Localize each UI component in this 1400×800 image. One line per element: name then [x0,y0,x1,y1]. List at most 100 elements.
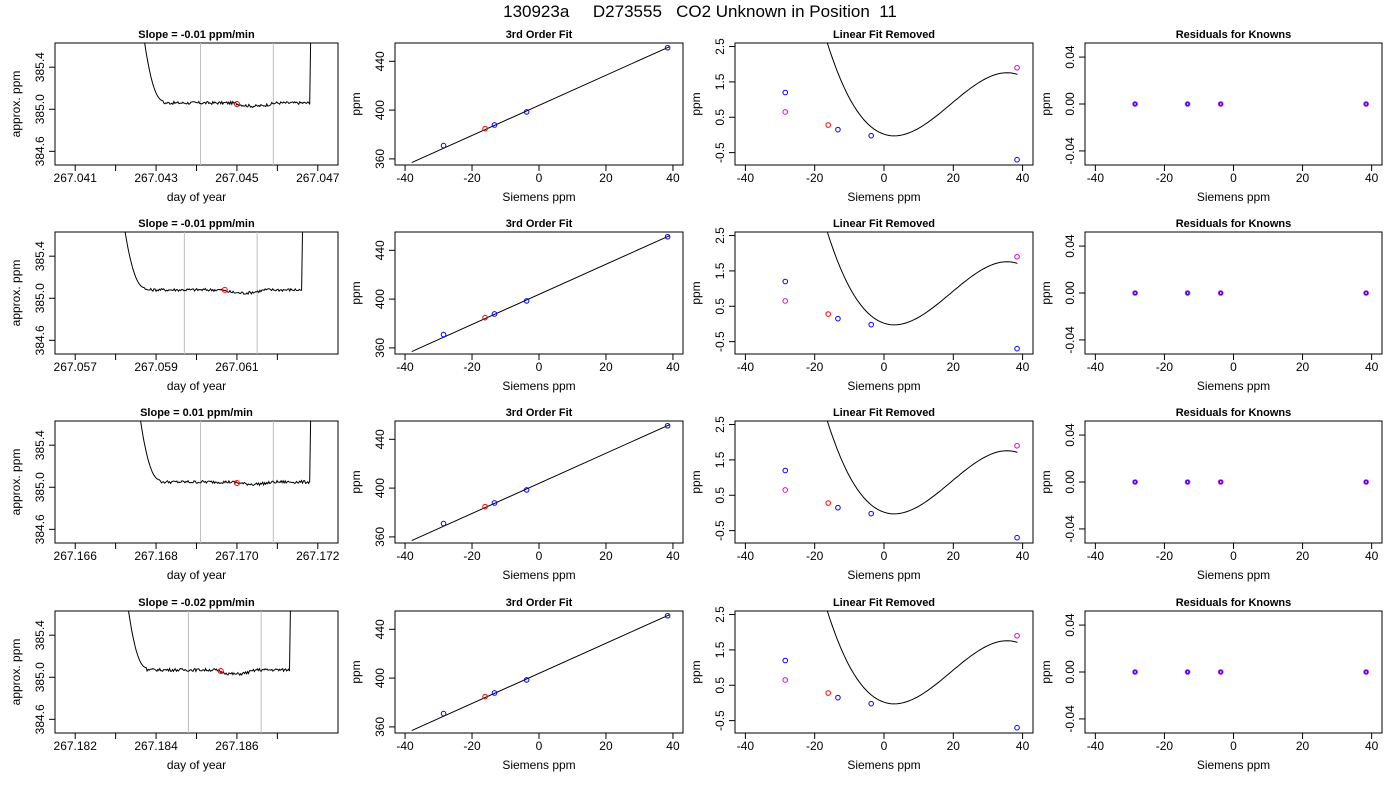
plot-area [124,232,303,354]
y-tick-label: 384.6 [33,136,47,166]
x-tick-label: 267.184 [134,739,178,753]
known-point [491,311,498,317]
figure-title: 130923a D273555 CO2 Unknown in Position … [503,2,897,21]
unknown-point [482,125,488,132]
y-tick-label: 0.00 [1063,470,1077,494]
x-tick-label: 0 [881,171,888,185]
x-axis-label: Siemens ppm [502,568,575,582]
x-axis-label: Siemens ppm [847,379,920,393]
drift-trace [144,43,312,109]
unknown-point [825,122,832,128]
x-axis-label: day of year [167,190,226,204]
unknown-point [482,314,488,321]
residual-known-point [1133,102,1137,106]
known-point [835,504,841,511]
x-tick-label: -40 [737,360,755,374]
x-tick-label: -40 [1087,360,1105,374]
x-tick-label: 20 [1296,739,1310,753]
x-tick-label: -20 [806,360,824,374]
x-tick-label: 267.166 [54,549,98,563]
y-tick-label: -0.5 [713,331,727,352]
residual-known-point [1364,102,1369,106]
y-axis-label: ppm [1039,470,1053,493]
fit-curve [411,46,670,164]
x-tick-label: 40 [666,739,680,753]
drift-trace [128,611,291,677]
x-tick-label: -40 [1087,739,1105,753]
plot-area [782,43,1020,163]
residual-known-point [1364,670,1369,674]
raw-point [1014,442,1020,449]
x-tick-label: -20 [1156,360,1174,374]
residual-point [1217,290,1224,296]
panel-title: Slope = -0.01 ppm/min [138,218,255,230]
panel-r1-c0 [49,231,339,360]
residual-known-point [1364,291,1369,295]
x-tick-label: 267.061 [215,360,259,374]
y-tick-label: 385.0 [33,472,47,502]
y-axis-label: ppm [689,660,703,683]
known-point [491,690,498,696]
plot-area [411,422,671,542]
x-tick-label: 267.057 [54,360,98,374]
x-axis-label: day of year [167,758,226,772]
plot-frame [54,42,339,166]
plot-frame [394,420,684,544]
unknown-point [825,690,832,696]
panel-r0-c0 [49,42,339,171]
unknown-point [482,503,488,510]
x-tick-label: -40 [396,360,414,374]
known-point [835,315,841,322]
y-tick-label: 0.04 [1063,423,1077,447]
panel-r3-c1 [389,610,684,739]
y-tick-label: 0.5 [713,298,727,315]
y-tick-label: 360 [373,717,387,737]
plot-area [411,612,671,732]
x-axis-label: Siemens ppm [1197,379,1270,393]
y-tick-label: 440 [373,429,387,449]
x-tick-label: -20 [463,171,481,185]
known-point [835,126,841,133]
x-tick-label: 20 [1296,549,1310,563]
y-tick-label: 400 [373,289,387,309]
panel-title: Residuals for Knowns [1176,218,1292,230]
y-axis-label: ppm [349,281,363,304]
x-tick-label: -40 [1087,171,1105,185]
y-tick-label: 360 [373,338,387,358]
plot-area [1132,290,1369,296]
raw-point [782,109,789,115]
x-tick-label: 267.186 [215,739,259,753]
panel-r0-c2 [729,42,1034,171]
x-tick-label: 20 [599,360,613,374]
y-tick-label: 384.6 [33,704,47,734]
x-tick-label: 20 [1296,171,1310,185]
panel-r3-c0 [49,610,339,739]
known-point [868,132,874,139]
panel-title: Residuals for Knowns [1176,407,1292,419]
panel-title: Slope = -0.01 ppm/min [138,29,255,41]
y-axis-label: ppm [1039,92,1053,115]
x-axis-label: day of year [167,379,226,393]
y-tick-label: 400 [373,668,387,688]
y-tick-label: 0.00 [1063,92,1077,116]
panel-title: 3rd Order Fit [506,29,573,41]
x-tick-label: -20 [463,360,481,374]
raw-point [1014,64,1020,71]
plot-area [128,611,291,733]
x-tick-label: 267.041 [54,171,98,185]
residual-point [1184,479,1191,485]
y-tick-label: 1.5 [713,262,727,279]
plot-area [782,421,1020,541]
panel-r3-c3 [1079,610,1383,739]
raw-point [1014,253,1020,260]
residual-known-point [1218,480,1223,484]
x-tick-label: -20 [806,739,824,753]
panel-title: Linear Fit Removed [833,597,935,609]
plot-area [1132,101,1369,107]
x-tick-label: -40 [737,171,755,185]
panel-r1-c1 [389,231,684,360]
known-point [868,700,874,707]
panel-title: Residuals for Knowns [1176,29,1292,41]
residual-curve [826,43,1018,137]
plot-area [411,233,671,353]
